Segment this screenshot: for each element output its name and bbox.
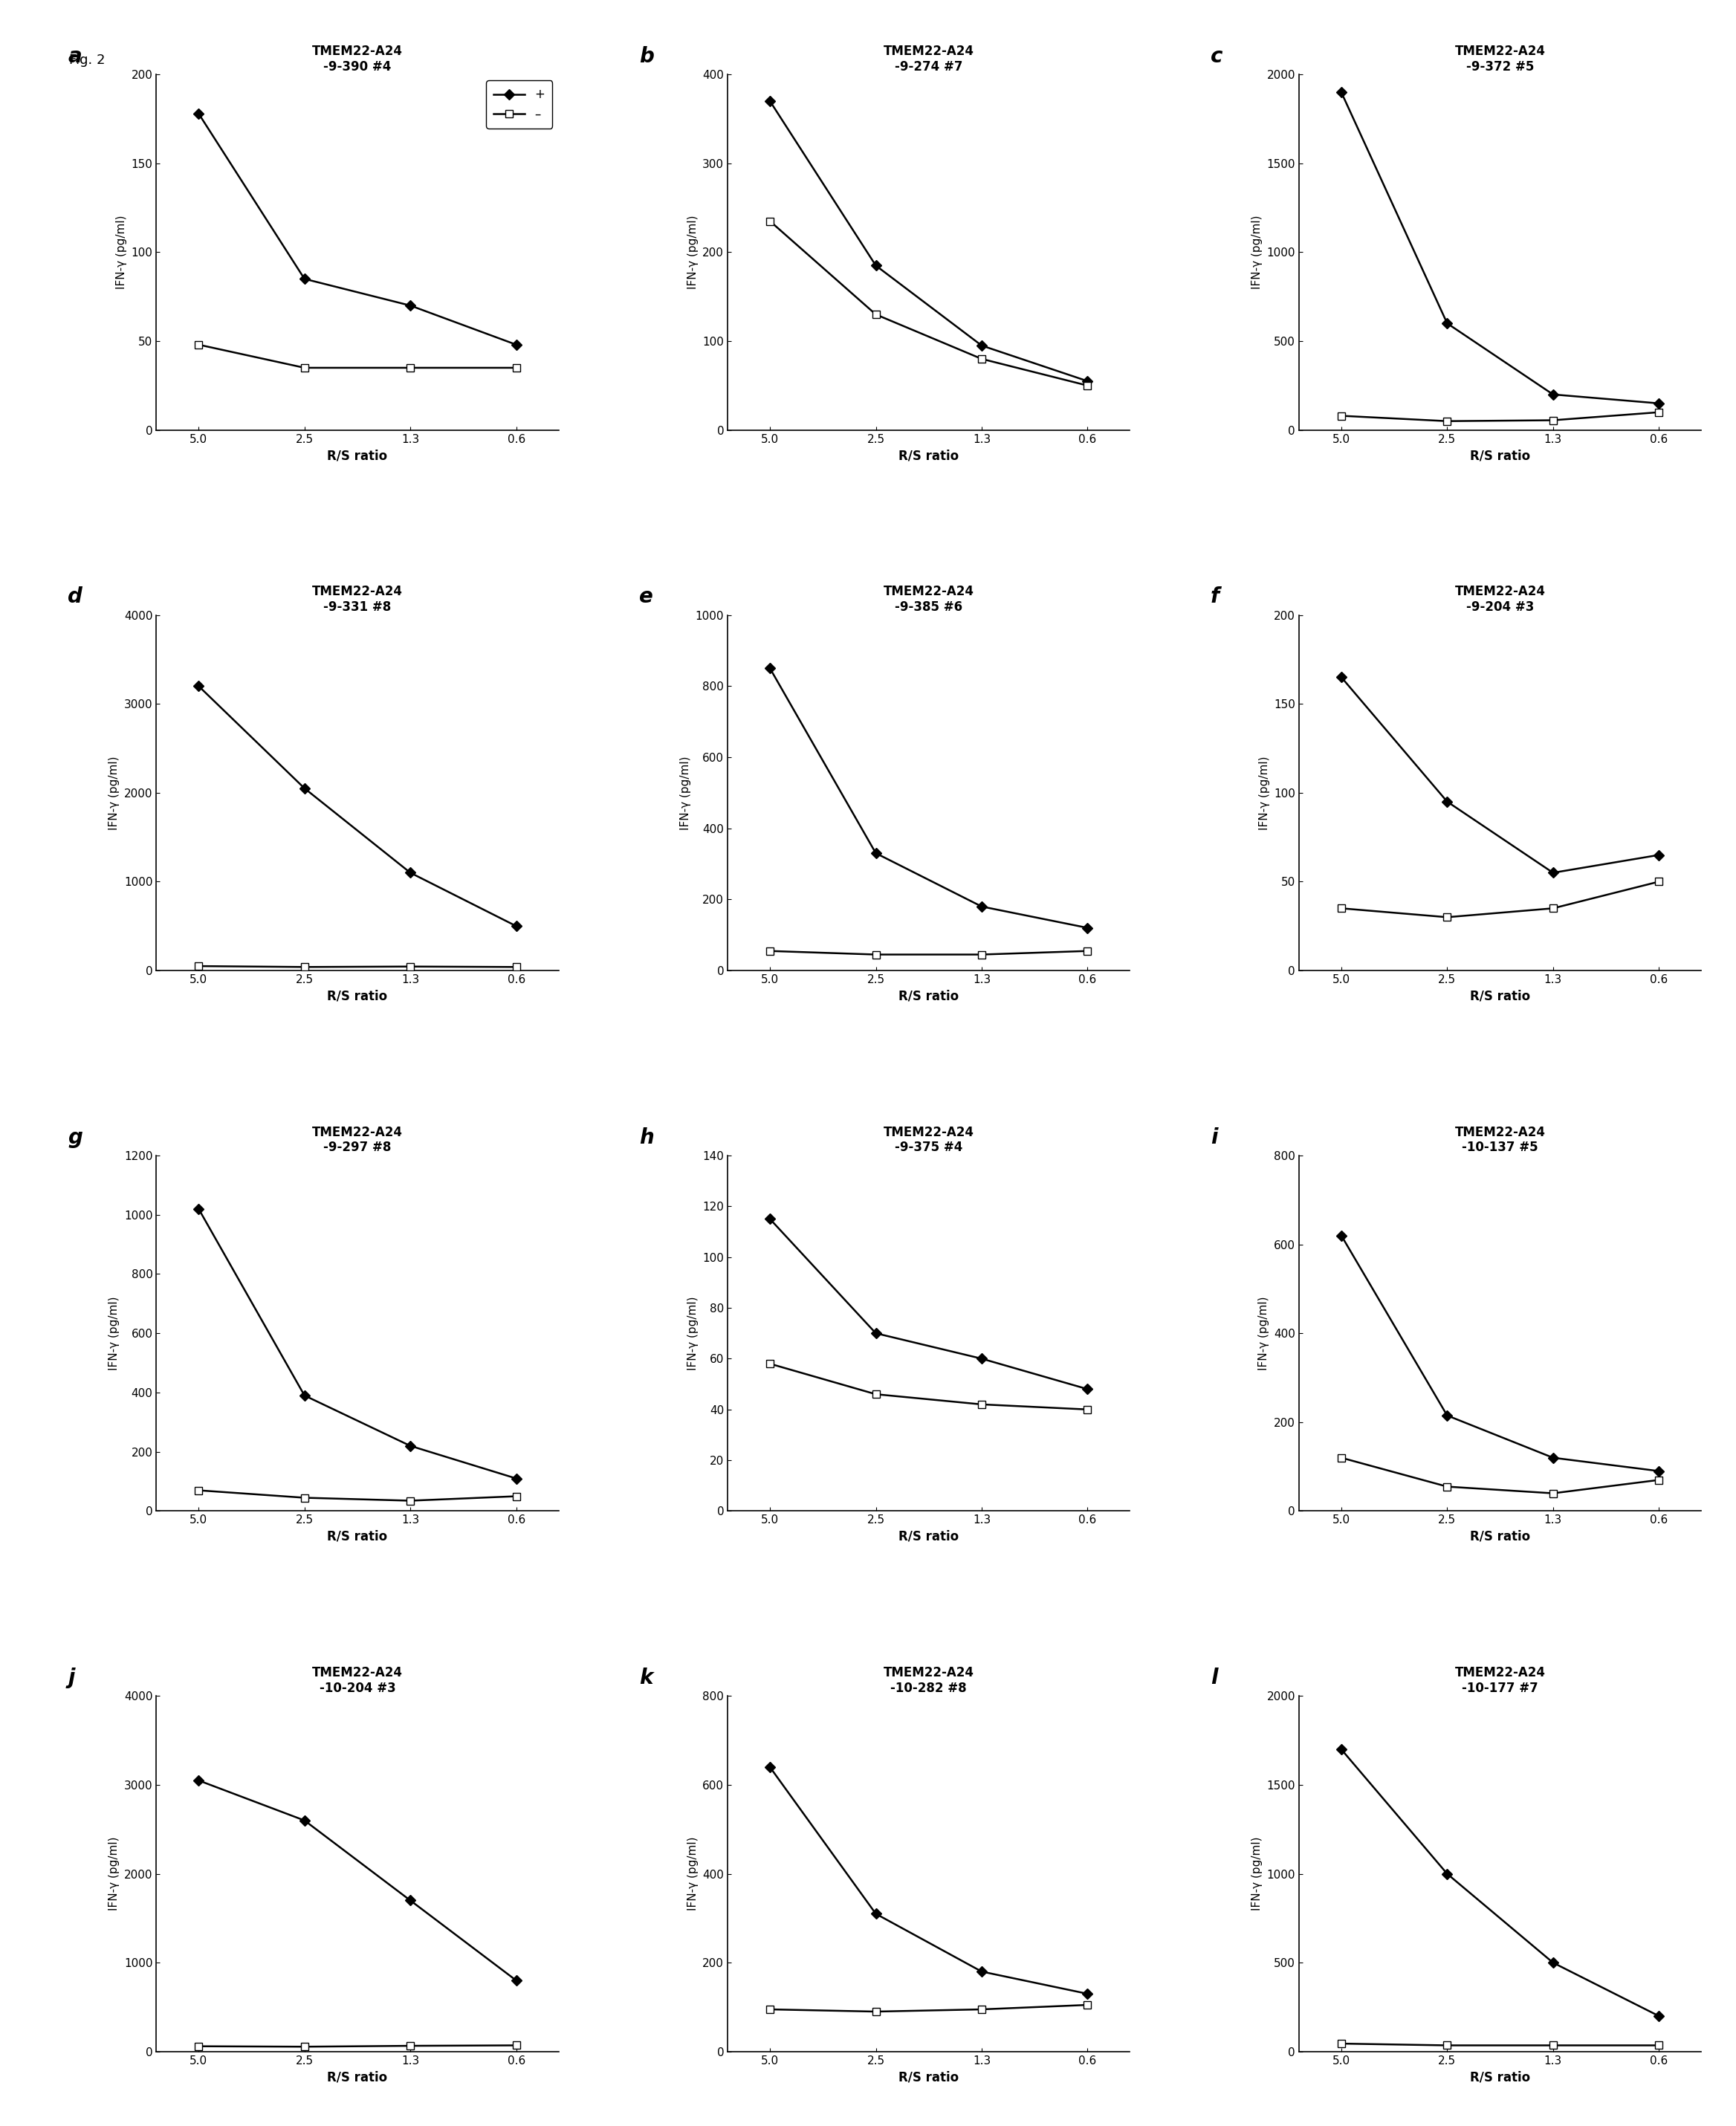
Title: TMEM22-A24
-10-177 #7: TMEM22-A24 -10-177 #7 <box>1455 1667 1545 1694</box>
X-axis label: R/S ratio: R/S ratio <box>1470 1531 1529 1543</box>
Title: TMEM22-A24
-9-385 #6: TMEM22-A24 -9-385 #6 <box>884 585 974 614</box>
Y-axis label: IFN-γ (pg/ml): IFN-γ (pg/ml) <box>109 1297 120 1371</box>
X-axis label: R/S ratio: R/S ratio <box>899 1531 958 1543</box>
X-axis label: R/S ratio: R/S ratio <box>1470 449 1529 461</box>
X-axis label: R/S ratio: R/S ratio <box>899 2071 958 2083</box>
Text: d: d <box>68 587 83 608</box>
X-axis label: R/S ratio: R/S ratio <box>899 989 958 1003</box>
Y-axis label: IFN-γ (pg/ml): IFN-γ (pg/ml) <box>681 755 691 829</box>
Text: j: j <box>68 1667 75 1688</box>
Y-axis label: IFN-γ (pg/ml): IFN-γ (pg/ml) <box>1259 1297 1269 1371</box>
X-axis label: R/S ratio: R/S ratio <box>1470 989 1529 1003</box>
X-axis label: R/S ratio: R/S ratio <box>1470 2071 1529 2083</box>
X-axis label: R/S ratio: R/S ratio <box>899 449 958 461</box>
X-axis label: R/S ratio: R/S ratio <box>328 449 387 461</box>
Text: Fig. 2: Fig. 2 <box>69 53 106 66</box>
Y-axis label: IFN-γ (pg/ml): IFN-γ (pg/ml) <box>116 215 127 289</box>
Text: i: i <box>1210 1127 1217 1148</box>
Y-axis label: IFN-γ (pg/ml): IFN-γ (pg/ml) <box>687 215 698 289</box>
X-axis label: R/S ratio: R/S ratio <box>328 989 387 1003</box>
Legend: +, –: +, – <box>486 81 552 128</box>
Text: e: e <box>639 587 653 608</box>
Y-axis label: IFN-γ (pg/ml): IFN-γ (pg/ml) <box>1259 755 1269 829</box>
Title: TMEM22-A24
-9-375 #4: TMEM22-A24 -9-375 #4 <box>884 1125 974 1154</box>
Y-axis label: IFN-γ (pg/ml): IFN-γ (pg/ml) <box>687 1837 698 1911</box>
Y-axis label: IFN-γ (pg/ml): IFN-γ (pg/ml) <box>1252 1837 1262 1911</box>
Title: TMEM22-A24
-9-274 #7: TMEM22-A24 -9-274 #7 <box>884 45 974 72</box>
Title: TMEM22-A24
-10-282 #8: TMEM22-A24 -10-282 #8 <box>884 1667 974 1694</box>
Title: TMEM22-A24
-9-331 #8: TMEM22-A24 -9-331 #8 <box>312 585 403 614</box>
Y-axis label: IFN-γ (pg/ml): IFN-γ (pg/ml) <box>109 755 120 829</box>
Title: TMEM22-A24
-10-137 #5: TMEM22-A24 -10-137 #5 <box>1455 1125 1545 1154</box>
Title: TMEM22-A24
-9-204 #3: TMEM22-A24 -9-204 #3 <box>1455 585 1545 614</box>
Text: f: f <box>1210 587 1219 608</box>
Text: a: a <box>68 47 82 66</box>
Title: TMEM22-A24
-10-204 #3: TMEM22-A24 -10-204 #3 <box>312 1667 403 1694</box>
Title: TMEM22-A24
-9-390 #4: TMEM22-A24 -9-390 #4 <box>312 45 403 72</box>
Y-axis label: IFN-γ (pg/ml): IFN-γ (pg/ml) <box>687 1297 698 1371</box>
X-axis label: R/S ratio: R/S ratio <box>328 2071 387 2083</box>
Y-axis label: IFN-γ (pg/ml): IFN-γ (pg/ml) <box>1252 215 1262 289</box>
Text: c: c <box>1210 47 1222 66</box>
X-axis label: R/S ratio: R/S ratio <box>328 1531 387 1543</box>
Y-axis label: IFN-γ (pg/ml): IFN-γ (pg/ml) <box>109 1837 120 1911</box>
Title: TMEM22-A24
-9-297 #8: TMEM22-A24 -9-297 #8 <box>312 1125 403 1154</box>
Text: l: l <box>1210 1667 1217 1688</box>
Text: h: h <box>639 1127 654 1148</box>
Text: b: b <box>639 47 654 66</box>
Text: g: g <box>68 1127 83 1148</box>
Title: TMEM22-A24
-9-372 #5: TMEM22-A24 -9-372 #5 <box>1455 45 1545 72</box>
Text: k: k <box>639 1667 653 1688</box>
